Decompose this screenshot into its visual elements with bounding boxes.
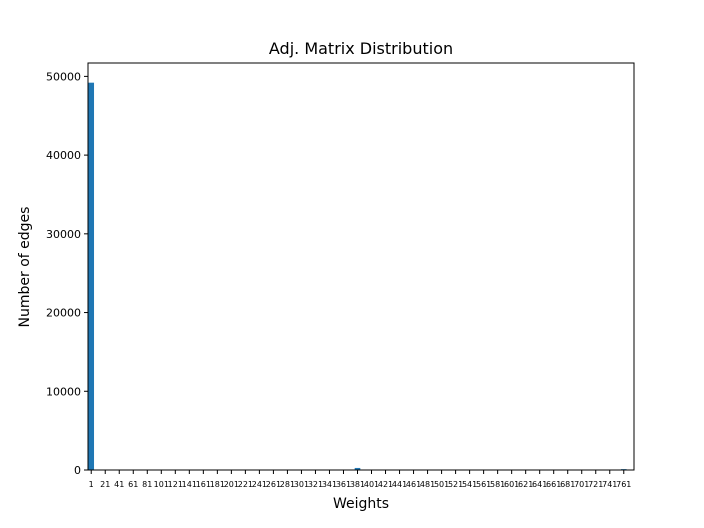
- x-tick-label: 741: [602, 480, 617, 489]
- x-tick-label: 761: [616, 480, 631, 489]
- x-tick-label: 641: [532, 480, 547, 489]
- x-axis: 1 21 41 61 81 1011211411611812012212412612813…: [89, 470, 631, 489]
- x-tick-label: 181: [210, 480, 225, 489]
- x-tick-label: 101: [154, 480, 169, 489]
- x-tick-label: 161: [196, 480, 211, 489]
- x-tick-label: 201: [224, 480, 239, 489]
- x-tick-label: 621: [518, 480, 533, 489]
- x-tick-label: 1: [89, 480, 94, 489]
- y-tick-label: 10000: [46, 385, 81, 398]
- x-tick-label: 561: [476, 480, 491, 489]
- y-tick-label: 30000: [46, 228, 81, 241]
- x-tick-label: 341: [322, 480, 337, 489]
- x-tick-label: 461: [406, 480, 421, 489]
- x-tick-label: 521: [448, 480, 463, 489]
- x-tick-label: 241: [252, 480, 267, 489]
- x-tick-label: 721: [588, 480, 603, 489]
- x-tick-label: 481: [420, 480, 435, 489]
- y-axis: 0 10000 20000 30000 40000 50000: [46, 70, 88, 477]
- y-tick-label: 50000: [46, 70, 81, 83]
- x-tick-label: 261: [266, 480, 281, 489]
- y-tick-label: 0: [74, 464, 81, 477]
- x-tick-label: 541: [462, 480, 477, 489]
- bars-group: [88, 82, 627, 471]
- x-tick-label: 61: [128, 480, 138, 489]
- x-tick-label: 301: [294, 480, 309, 489]
- x-tick-label: 281: [280, 480, 295, 489]
- x-tick-label: 141: [182, 480, 197, 489]
- plot-frame: [87, 62, 635, 471]
- chart-title: Adj. Matrix Distribution: [269, 39, 453, 58]
- x-tick-label: 361: [336, 480, 351, 489]
- x-tick-label: 501: [434, 480, 449, 489]
- x-tick-label: 401: [364, 480, 379, 489]
- x-tick-label: 421: [378, 480, 393, 489]
- x-tick-label: 41: [114, 480, 124, 489]
- y-tick-label: 40000: [46, 149, 81, 162]
- y-tick-label: 20000: [46, 307, 81, 320]
- bar-1: [88, 82, 95, 471]
- x-tick-label: 21: [100, 480, 110, 489]
- x-tick-label: 321: [308, 480, 323, 489]
- x-tick-label: 81: [142, 480, 152, 489]
- x-axis-label: Weights: [333, 496, 389, 512]
- x-tick-label: 581: [490, 480, 505, 489]
- x-tick-label: 661: [546, 480, 561, 489]
- x-tick-label: 221: [238, 480, 253, 489]
- x-tick-label: 601: [504, 480, 519, 489]
- x-tick-label: 701: [574, 480, 589, 489]
- x-tick-label: 121: [168, 480, 183, 489]
- x-tick-label: 381: [350, 480, 365, 489]
- x-tick-label: 441: [392, 480, 407, 489]
- bar-381: [354, 467, 361, 470]
- y-axis-label: Number of edges: [17, 207, 33, 328]
- x-tick-label: 681: [560, 480, 575, 489]
